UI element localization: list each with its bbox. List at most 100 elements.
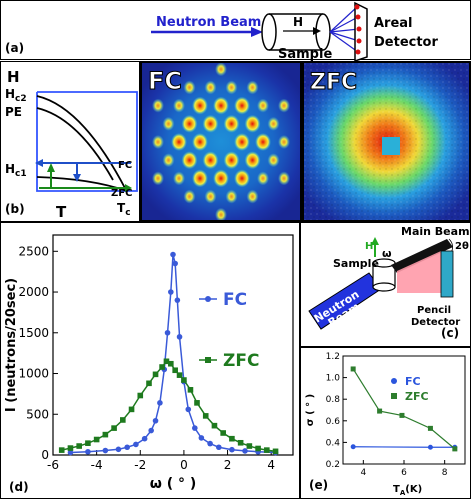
data-point-fc [198,435,205,441]
data-point-fc [172,260,178,267]
y-tick-label: 0 [41,448,49,462]
bragg-spot [246,189,259,204]
legend-label-e-zfc: ZFC [405,390,429,403]
data-point-zfc [58,447,65,453]
data-point-fc [152,417,159,424]
h-field-label: H [365,241,373,252]
fc-vertical-arrowhead [73,174,81,182]
fc-arrowhead [35,159,43,167]
panel-b-label: (b) [5,202,25,216]
main-beam-bar [391,239,453,273]
panel-a-label: (a) [5,41,25,55]
tc-label: Tc [117,201,131,218]
data-point-zfc [128,406,135,413]
pencil-label-line2: Detector [411,317,460,328]
data-point-fc [176,334,183,340]
y-tick-label-e: 0.8 [326,395,341,405]
fc-bragg-spots [152,63,290,220]
bragg-spot [215,207,227,220]
bragg-spot [257,171,269,186]
data-point-zfc [176,372,183,378]
pencil-label-line1: Pencil [417,305,451,316]
data-point-fc [192,425,198,431]
bragg-spot [223,151,240,170]
detector-dots [354,4,362,55]
series-line-zfc [61,360,276,453]
neutron-beam-arrowhead [251,27,263,37]
pe-label: PE [5,105,22,119]
legend-label-zfc: ZFC [223,351,259,371]
data-point-fc [148,427,154,434]
panel-c: Neutron Beam H ω Sample Main Beam 2θ Pen… [300,222,471,347]
x-tick-label: -4 [91,458,103,472]
data-point-zfc [93,436,100,443]
bragg-spot [173,171,185,186]
bragg-spot [183,80,196,95]
neutron-beam-label: Neutron Beam [156,15,261,30]
series-line-e-zfc [352,368,456,450]
zfc-heatmap-title: ZFC [310,70,357,95]
bragg-spot [202,151,219,170]
bragg-spot [278,98,290,113]
bragg-spot [162,153,175,168]
data-point-e-zfc [399,412,405,418]
fc-heatmap-image: FC [142,63,300,220]
data-point-zfc [102,431,109,438]
bragg-spot [171,133,187,151]
bragg-spot [225,80,238,95]
x-tick-label-e: 6 [401,468,407,478]
legend-marker-zfc [205,357,211,363]
legend-marker-e-fc [391,378,397,384]
data-point-fc [102,447,109,454]
pe-curve [36,107,114,181]
data-point-zfc [255,445,261,452]
y-tick-label-e: 0.2 [326,460,340,470]
data-point-zfc [146,380,152,387]
bragg-spot [204,80,217,95]
zfc-heatmap: ZFC [302,61,471,222]
y-axis-label: I (neutrons/20sec) [4,278,19,412]
bragg-spot [223,114,240,133]
data-point-zfc [111,425,117,431]
data-point-fc [85,448,91,455]
sample-cylinder-c [372,258,396,292]
y-axis-h-label: H [7,68,20,86]
bragg-spot [255,133,271,151]
data-point-fc [207,440,213,447]
hc1-label: Hc1 [5,162,27,179]
y-axis-label-e: σ ( ° ) [305,394,316,426]
data-point-e-fc [427,444,433,450]
data-point-fc [157,400,163,406]
data-point-zfc [211,422,218,429]
bragg-spot [202,114,219,133]
x-axis-label: ω ( ° ) [150,476,197,492]
data-point-zfc [76,443,82,449]
data-point-fc [67,449,74,456]
bragg-spot [234,96,250,115]
y-tick-label-e: 1.0 [326,374,341,384]
bragg-spot [246,80,259,95]
bragg-spot [152,171,164,186]
y-tick-label: 2500 [18,244,49,258]
data-point-zfc [229,435,235,442]
data-point-fc [168,289,174,295]
x-tick-label: -6 [47,458,59,472]
bragg-spot [234,133,250,151]
zfc-arrowhead [125,184,132,192]
panel-d-label: (d) [9,480,29,494]
legend-label-fc: FC [223,290,247,310]
data-point-zfc [264,447,270,453]
data-point-fc [133,441,139,448]
bragg-spot [204,189,217,204]
data-point-zfc [194,400,200,406]
sample-label: Sample [278,47,332,61]
series-line-e-fc [353,446,455,448]
x-tick-label: 4 [267,458,275,472]
bragg-spot [267,116,280,131]
data-point-fc [164,329,171,336]
data-point-zfc [159,364,165,370]
phase-diagram-frame [36,91,138,192]
data-point-zfc [181,377,187,383]
data-point-zfc [237,439,244,446]
data-point-fc [174,297,181,303]
